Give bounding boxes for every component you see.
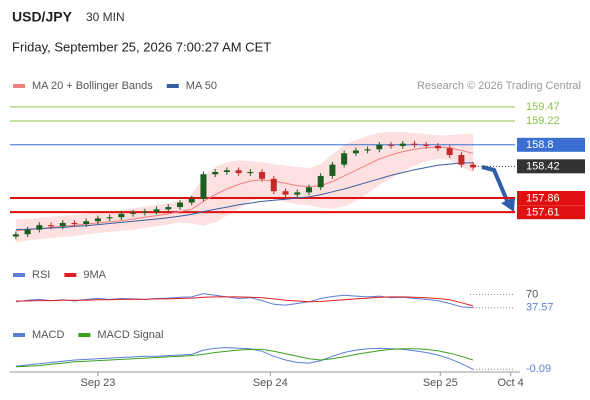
candle-body xyxy=(270,178,277,192)
candle-body xyxy=(59,222,66,227)
candle-body xyxy=(12,234,19,237)
forecast-arrow xyxy=(481,165,510,204)
candle-body xyxy=(364,149,371,151)
candle-body xyxy=(118,213,125,218)
candle-body xyxy=(247,171,254,174)
candle-body xyxy=(329,164,336,176)
candle-body xyxy=(458,155,465,165)
forecast-arrow-head xyxy=(501,197,515,212)
candle-body xyxy=(305,187,312,193)
candle-body xyxy=(106,217,113,219)
candle-body xyxy=(294,192,301,195)
candle-body xyxy=(423,144,430,146)
legend-swatch xyxy=(64,273,77,277)
indicator-line xyxy=(15,293,474,309)
legend-label: 9MA xyxy=(83,269,106,281)
candle-body xyxy=(153,209,160,212)
candle-body xyxy=(36,225,43,230)
legend-swatch xyxy=(13,273,25,277)
candle-body xyxy=(399,143,406,146)
legend-label: MA 20 + Bollinger Bands xyxy=(32,80,153,92)
legend-label: MACD Signal xyxy=(97,329,163,341)
candle-body xyxy=(188,198,195,203)
level-label: 159.22 xyxy=(526,115,560,127)
last-value-label: 37.57 xyxy=(526,302,554,314)
candle-body xyxy=(177,202,183,208)
candle-body xyxy=(376,144,383,150)
last-value-label: -0.09 xyxy=(526,363,551,375)
candle-body xyxy=(317,175,324,188)
legend-swatch xyxy=(13,84,25,88)
timeframe: 30 MIN xyxy=(86,10,125,24)
symbol: USD/JPY xyxy=(12,9,73,25)
indicator-line xyxy=(15,162,474,231)
legend-label: RSI xyxy=(32,269,50,281)
level-label: 158.42 xyxy=(526,161,560,173)
legend-swatch xyxy=(166,84,179,88)
candle-body xyxy=(341,153,348,165)
datetime: Friday, September 25, 2026 7:00:27 AM CE… xyxy=(12,39,271,54)
indicator-line xyxy=(15,296,474,307)
level-label-box xyxy=(517,205,585,220)
legend-label: MACD xyxy=(32,329,64,341)
indicator-line xyxy=(15,348,474,368)
candle-body xyxy=(446,148,453,155)
level-label-box xyxy=(517,137,585,152)
candle-body xyxy=(223,170,230,172)
y-tick-label: 70 xyxy=(526,288,538,300)
candle-body xyxy=(200,174,207,199)
candle-body xyxy=(282,191,289,195)
candle-body xyxy=(94,218,101,222)
x-tick-label: Oct 4 xyxy=(497,377,523,389)
candle-body xyxy=(259,171,266,179)
candle-body xyxy=(141,211,148,213)
bollinger-upper xyxy=(15,131,474,220)
level-label: 157.61 xyxy=(526,207,560,219)
candle-body xyxy=(388,144,395,146)
legend-swatch xyxy=(78,333,91,337)
indicator-line xyxy=(15,146,474,232)
attribution: Research © 2026 Trading Central xyxy=(417,80,581,92)
candle-body xyxy=(83,221,90,225)
level-label: 157.86 xyxy=(526,192,560,204)
candle-body xyxy=(411,143,418,145)
x-tick-label: Sep 25 xyxy=(423,377,458,389)
legend-swatch xyxy=(13,333,25,337)
candle-body xyxy=(71,222,78,225)
candle-body xyxy=(165,207,172,210)
level-label-box xyxy=(517,191,585,206)
candle-body xyxy=(434,145,441,149)
level-label: 159.47 xyxy=(526,101,560,113)
candle-body xyxy=(130,212,137,214)
candle-body xyxy=(24,229,31,235)
candle-body xyxy=(235,170,242,174)
x-tick-label: Sep 24 xyxy=(253,377,288,389)
candle-body xyxy=(48,225,55,227)
candle-body xyxy=(470,164,477,168)
level-label-box xyxy=(517,159,585,174)
candle-body xyxy=(352,150,359,154)
x-tick-label: Sep 23 xyxy=(80,377,115,389)
legend-label: MA 50 xyxy=(186,80,217,92)
candle-body xyxy=(212,171,219,175)
level-label: 158.8 xyxy=(526,139,554,151)
bollinger-band xyxy=(15,132,474,243)
